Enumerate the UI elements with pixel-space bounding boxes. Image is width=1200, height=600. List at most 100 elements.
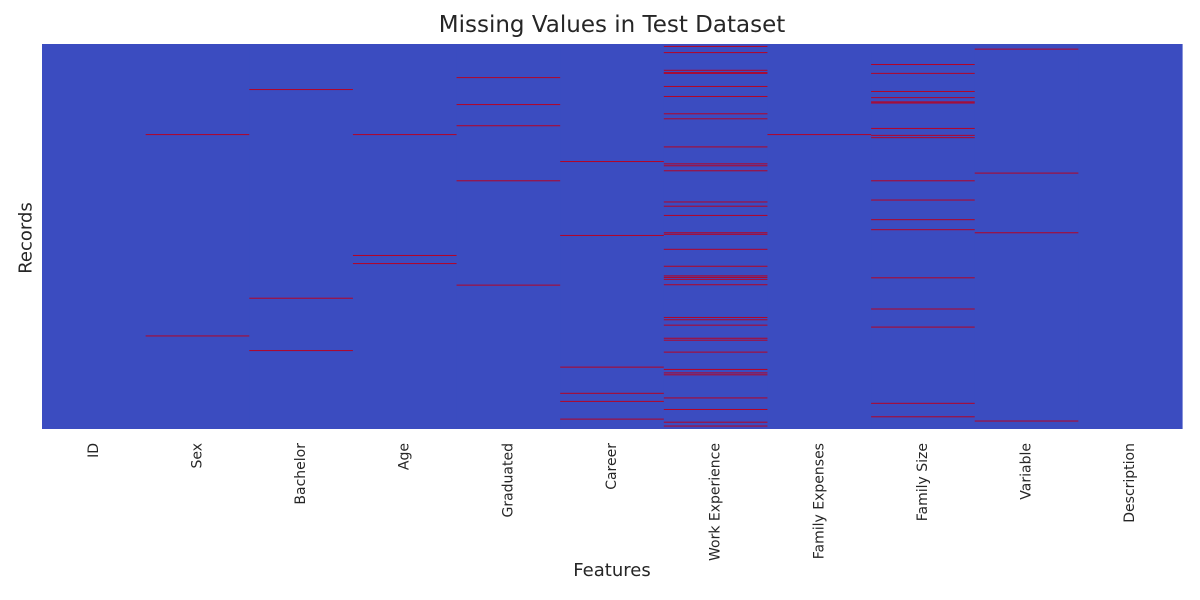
x-tick-label: Bachelor [293,443,309,505]
x-tick-label: Career [604,443,620,490]
x-tick-label: ID [86,443,102,458]
missing-mark [663,275,768,277]
missing-mark [663,146,768,148]
missing-mark [871,229,975,231]
missing-mark [663,372,768,374]
missing-mark [974,172,1079,174]
column-family-size [871,44,976,429]
missing-mark [871,308,975,310]
missing-mark [663,72,768,74]
missing-mark [663,337,768,339]
missing-mark [663,72,768,74]
missing-mark [663,316,768,318]
column-graduated [456,44,561,429]
missing-mark [663,214,768,216]
missing-mark [871,402,975,404]
missing-mark [663,69,768,71]
column-variable [974,44,1079,429]
missing-mark [560,234,664,236]
missing-mark [663,339,768,341]
missing-mark [663,319,768,321]
column-work-experience [663,44,769,429]
missing-mark [560,161,664,163]
missing-mark [663,52,768,54]
missing-mark [663,233,768,235]
missing-mark [663,95,768,97]
missing-mark [663,265,768,267]
missing-mark [456,180,561,182]
missing-mark [663,118,768,120]
missing-mark [663,368,768,370]
missing-value-marks [145,45,1079,427]
missing-mark [352,134,457,136]
missing-mark [871,72,975,74]
missing-mark [249,89,353,91]
missing-mark [974,48,1079,50]
missing-mark [974,420,1079,422]
missing-mark [663,278,768,280]
missing-mark [974,232,1079,234]
missing-mark [663,205,768,207]
missing-mark [871,102,975,104]
chart-title: Missing Values in Test Dataset [438,12,786,38]
y-axis-label: Records [15,202,37,274]
missing-mark [663,170,768,172]
missing-mark [871,180,975,182]
heatmap-cells [42,44,1183,429]
missing-mark [871,326,975,328]
x-tick-label: Variable [1019,443,1035,500]
missing-mark [456,125,561,127]
missing-mark [767,134,872,136]
missing-mark [663,374,768,376]
missing-mark [663,165,768,167]
missing-mark [352,263,457,265]
missing-mark [663,248,768,250]
column-id [42,44,147,429]
column-sex [145,44,250,429]
missing-mark [663,201,768,203]
missing-mark [663,45,768,47]
missing-mark [871,97,975,99]
missing-mark [663,232,768,234]
missing-mark [249,350,353,352]
missing-mark [560,366,664,368]
missing-mark [663,421,768,423]
missing-mark [663,425,768,427]
x-tick-label: Family Size [915,443,931,521]
missing-mark [456,77,561,79]
missing-mark [663,163,768,165]
missing-mark [560,400,664,402]
missing-mark [560,418,664,420]
missing-mark [871,199,975,201]
missing-mark [663,351,768,353]
x-axis-label: Features [573,560,651,581]
x-tick-label: Family Expenses [811,443,827,559]
missing-mark [871,219,975,221]
missing-mark [663,113,768,115]
column-age [352,44,458,429]
x-tick-label: Sex [189,443,205,469]
missing-mark [871,134,975,136]
x-tick-label: Age [397,443,413,470]
missing-mark [663,276,768,278]
missing-mark [249,297,353,299]
missing-mark [145,134,250,136]
missing-mark [871,416,975,418]
missing-mark [663,324,768,326]
missing-mark [871,277,975,279]
missing-mark [871,90,975,92]
missing-mark [560,392,664,394]
missing-mark [663,397,768,399]
column-bachelor [249,44,354,429]
missing-mark [871,137,975,139]
column-description [1078,44,1183,429]
missing-mark [663,408,768,410]
missing-mark [352,254,457,256]
missing-mark [871,127,975,129]
missing-mark [145,335,250,337]
x-tick-label: Description [1122,443,1138,523]
column-family-expenses [767,44,872,429]
column-career [560,44,665,429]
missing-mark [663,284,768,286]
